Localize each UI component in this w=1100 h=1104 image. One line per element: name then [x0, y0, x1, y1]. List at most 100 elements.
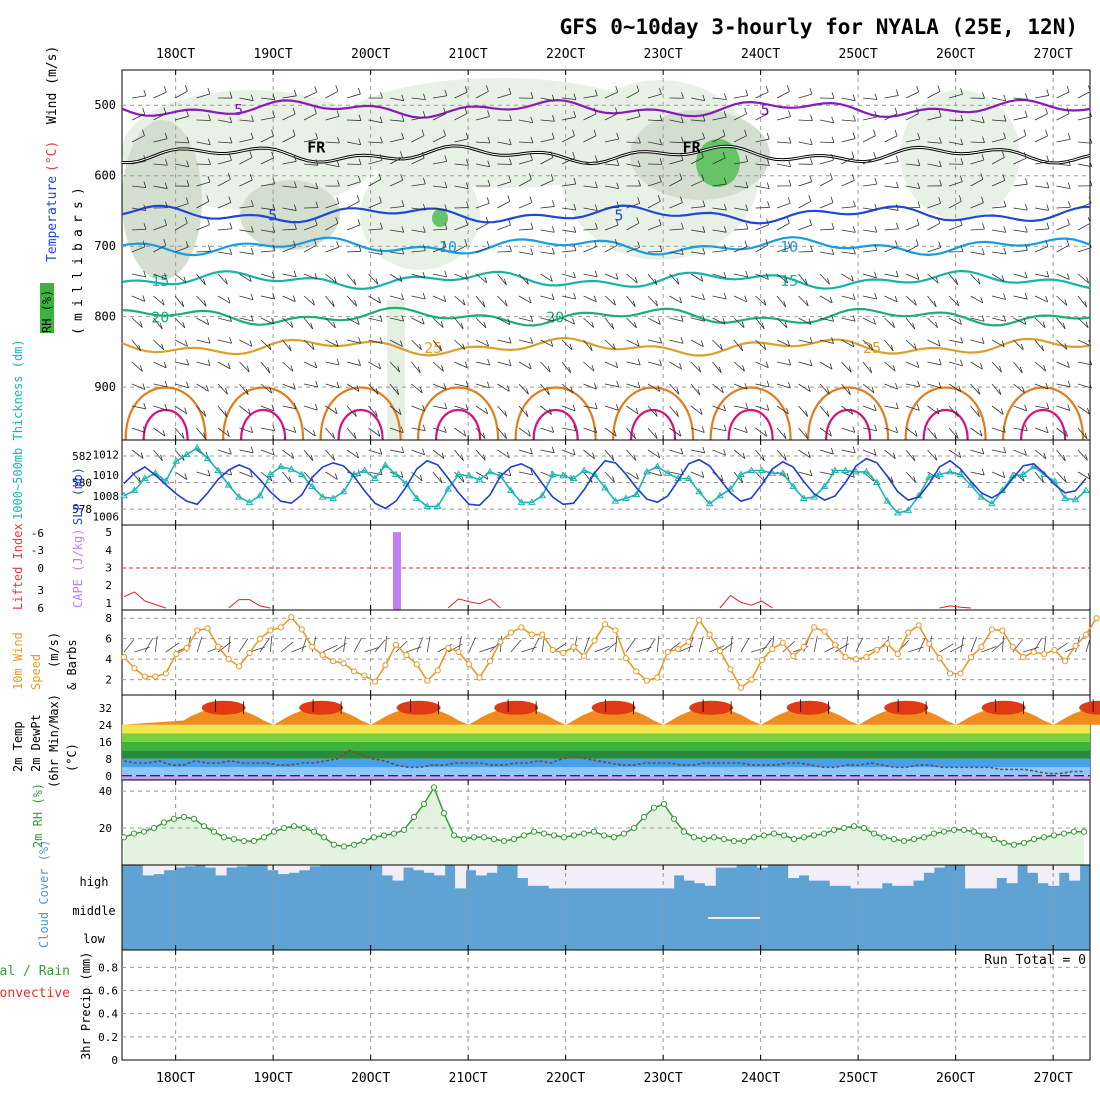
- rh-point: [841, 825, 846, 830]
- wind-barb-flag: [746, 90, 748, 96]
- wind-barb: [670, 450, 683, 454]
- wind-barb: [928, 362, 942, 365]
- wind-barb-flag: [852, 151, 854, 157]
- wind-barb: [648, 251, 662, 252]
- isotherm-35-arc: [436, 410, 480, 440]
- rh-point: [281, 825, 286, 830]
- wind10m-barb: [647, 638, 656, 652]
- sounding-ylabel-temp: Temperature(°C)Wind (m/s): [45, 46, 60, 262]
- rh-point: [941, 829, 946, 834]
- millibars-letter: (: [71, 327, 86, 335]
- wind-barb-flag: [552, 200, 554, 206]
- cloud-high-gap: [476, 865, 487, 875]
- wind10m-speed-point: [895, 651, 900, 656]
- wind10m-speed-point: [540, 632, 545, 637]
- wind-barb-flag: [895, 108, 897, 114]
- wind-barb-flag: [810, 337, 812, 343]
- cloud-high-gap: [518, 865, 529, 878]
- wind10m-barb: [417, 637, 423, 652]
- wind-barb-flag: [853, 95, 855, 101]
- wind-barb: [756, 406, 769, 410]
- wind-barb-flag: [831, 197, 833, 203]
- wind-barb: [648, 340, 662, 343]
- isotherm-label: FR: [683, 139, 702, 157]
- rh-point: [881, 835, 886, 840]
- wind-barb-flag: [703, 447, 705, 453]
- wind10m-speed-point: [1052, 647, 1057, 652]
- rh-point: [971, 829, 976, 834]
- wind-barb-flag: [488, 359, 490, 365]
- rh-point: [151, 825, 156, 830]
- top-date-label: 26OCT: [936, 47, 975, 62]
- wind10m-barb: [406, 647, 421, 652]
- rh-point: [1011, 842, 1016, 847]
- rh-point: [541, 831, 546, 836]
- sounding-ytick-label: 600: [94, 169, 116, 183]
- wind10m-speed-point: [1010, 644, 1015, 649]
- rh-point: [451, 833, 456, 838]
- wind-barb-flag: [1025, 293, 1027, 299]
- temp-ylabel: 2m Temp: [11, 721, 25, 772]
- wind10m-speed-point: [655, 675, 660, 680]
- wind10m-speed-point: [184, 645, 189, 650]
- wind-barb: [885, 340, 894, 351]
- wind-barb-flag: [1004, 293, 1006, 299]
- cloud-high-gap: [528, 865, 539, 886]
- rh-point: [891, 837, 896, 842]
- cloud-high-gap: [996, 865, 1007, 878]
- wind-barb: [713, 362, 722, 373]
- wind-barb: [197, 472, 210, 476]
- rh-point: [1061, 831, 1066, 836]
- wind10m-speed-point: [864, 655, 869, 660]
- wind-barb: [1014, 208, 1028, 210]
- wind-barb: [175, 91, 187, 98]
- isotherm-label: 5: [761, 101, 770, 119]
- isotherm-label: FR: [307, 139, 326, 157]
- run-total-label: Run Total = 0: [984, 953, 1086, 968]
- wind10m-speed-point: [362, 673, 367, 678]
- wind-barb: [670, 340, 684, 343]
- wind-barb: [863, 230, 877, 232]
- wind-barb: [1057, 186, 1071, 189]
- wind10m-ytick-label: 4: [105, 653, 112, 666]
- rh-point: [181, 814, 186, 819]
- cape-ytick-label: 5: [105, 526, 112, 539]
- wind-barb-flag: [1025, 204, 1027, 210]
- wind10m-speed-point: [257, 636, 262, 641]
- cloud-level-label: high: [80, 875, 109, 889]
- wind10m-barb: [511, 640, 521, 652]
- wind-barb: [799, 340, 813, 343]
- wind10m-speed-point: [383, 663, 388, 668]
- wind10m-speed-point: [759, 658, 764, 663]
- wind-barb-flag: [832, 223, 834, 229]
- wind-barb-flag: [423, 425, 425, 431]
- wind-barb: [928, 428, 937, 439]
- wind-barb: [906, 384, 920, 387]
- wind-barb: [218, 450, 231, 454]
- wind10m-speed-point: [644, 678, 649, 683]
- wind-barb-flag: [1025, 425, 1027, 431]
- rh-point: [1081, 829, 1086, 834]
- rh-point: [861, 825, 866, 830]
- rh-point: [581, 831, 586, 836]
- cloud-level-label: middle: [72, 904, 115, 918]
- label-temperature-unit: (°C): [45, 141, 60, 172]
- wind-barb-flag: [917, 219, 919, 225]
- rh-point: [631, 825, 636, 830]
- cloud-high-gap: [580, 865, 591, 888]
- wind-barb-flag: [939, 359, 941, 365]
- wind10m-ytick-label: 8: [105, 612, 112, 625]
- thickness-ytick-label: 582: [72, 450, 92, 463]
- wind-barb-flag: [832, 92, 834, 98]
- wind-barb: [842, 252, 856, 254]
- wind-barb: [885, 96, 899, 98]
- cloud-high-gap: [413, 865, 424, 870]
- li-ytick-label: 6: [37, 602, 44, 615]
- wind-barb: [1057, 450, 1066, 461]
- rh-point: [791, 837, 796, 842]
- wind-barb: [412, 406, 425, 411]
- cloud-high-gap: [601, 865, 612, 888]
- wind-barb: [476, 406, 488, 414]
- rh-point: [991, 837, 996, 842]
- rh-point: [201, 824, 206, 829]
